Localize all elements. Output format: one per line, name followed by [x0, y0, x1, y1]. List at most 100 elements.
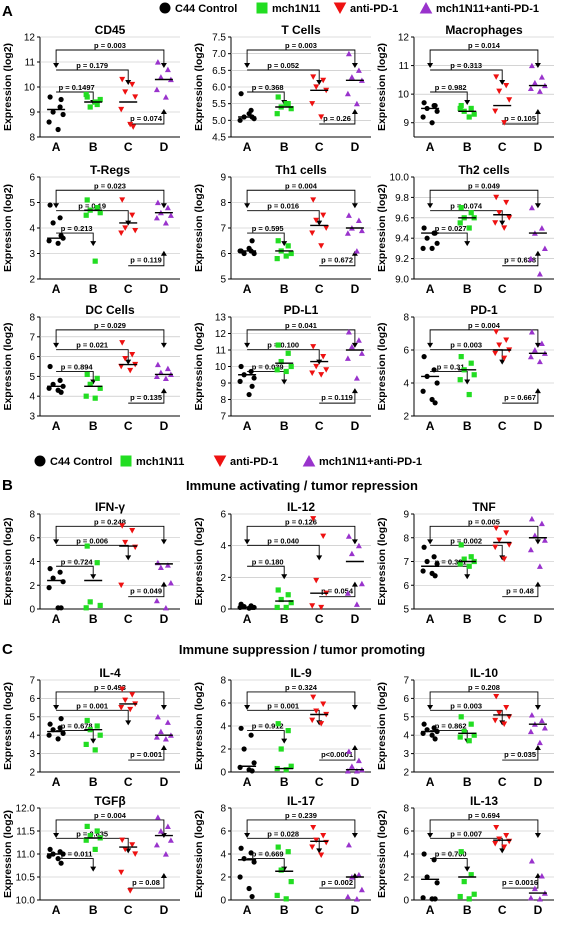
- data-point: [468, 105, 474, 112]
- group-label: C: [498, 419, 507, 433]
- data-point: [97, 96, 103, 103]
- data-point: [503, 530, 510, 536]
- data-point: [345, 533, 352, 539]
- arrow-head: [534, 342, 541, 348]
- legend-entry: anti-PD-1: [213, 455, 278, 468]
- arrow-head: [125, 555, 132, 561]
- y-tick-label: 2: [220, 745, 226, 756]
- y-tick-label: 9.0: [395, 275, 409, 286]
- data-point: [87, 833, 93, 839]
- data-point: [466, 738, 472, 744]
- group-label: B: [463, 419, 472, 433]
- data-point: [420, 895, 426, 901]
- group-label: B: [280, 775, 289, 789]
- data-point: [157, 828, 164, 834]
- data-point: [241, 746, 247, 752]
- data-point: [318, 372, 325, 378]
- data-point: [421, 225, 427, 231]
- bracket-a-b: [56, 565, 94, 577]
- arrow-head: [160, 250, 167, 256]
- bracket-a-d: [55, 49, 165, 64]
- group-label: D: [534, 282, 543, 296]
- data-point: [60, 111, 66, 118]
- p-value-label: p = 0.011: [61, 850, 92, 859]
- arrow-head: [534, 63, 541, 68]
- data-point: [538, 340, 545, 346]
- data-point: [248, 732, 254, 738]
- data-point: [457, 377, 463, 383]
- y-tick-label: 3: [403, 749, 409, 760]
- y-axis-label: Expression (log2): [2, 517, 14, 605]
- p-value-label: p = 0.179: [76, 61, 108, 70]
- arrow-head: [53, 832, 60, 838]
- data-point: [251, 859, 257, 865]
- arrow-head: [53, 342, 60, 348]
- group-label: B: [89, 140, 98, 154]
- bracket-a-d: [246, 525, 356, 541]
- group-label: C: [498, 612, 507, 626]
- p-value-label: p = 0.700: [435, 850, 467, 859]
- bracket-c-d: [128, 584, 165, 598]
- bracket-c-d: [128, 876, 165, 889]
- data-point: [536, 88, 543, 94]
- data-point: [87, 599, 93, 605]
- data-point: [249, 383, 255, 389]
- p-value-label: p = 0.029: [94, 321, 126, 330]
- data-point: [154, 361, 161, 368]
- p-value-label: p = 0.004: [94, 811, 127, 820]
- data-point: [536, 358, 543, 365]
- data-point: [129, 352, 136, 358]
- data-point: [466, 225, 472, 231]
- p-value-label: p = 0.638: [504, 256, 536, 265]
- bracket-c-d: [128, 391, 165, 404]
- group-label: A: [243, 419, 252, 433]
- data-point: [461, 879, 467, 885]
- bracket-a-c: [56, 349, 129, 362]
- data-point: [162, 851, 169, 857]
- data-point: [162, 220, 169, 226]
- data-point: [420, 568, 426, 574]
- arrow-head: [316, 80, 323, 85]
- arrow-head: [53, 203, 60, 209]
- y-axis-label: Expression (log2): [376, 43, 388, 131]
- group-label: C: [124, 419, 133, 433]
- data-point: [457, 105, 463, 112]
- p-value-label: p = 0.003: [285, 41, 317, 50]
- data-point: [153, 86, 160, 93]
- data-point: [251, 760, 257, 766]
- data-point: [531, 532, 538, 538]
- arrow-head: [427, 342, 434, 348]
- group-label: B: [280, 140, 289, 154]
- p-value-label: p = 0.667: [504, 393, 536, 402]
- data-point: [344, 893, 351, 900]
- bracket-a-d: [55, 525, 165, 541]
- data-point: [83, 605, 89, 611]
- arrow-head: [316, 848, 323, 854]
- bracket-a-c: [247, 69, 320, 82]
- group-label: C: [124, 612, 133, 626]
- group-label: A: [243, 612, 252, 626]
- data-point: [323, 367, 330, 373]
- arrow-head: [351, 109, 358, 114]
- legend-marker: [159, 2, 171, 14]
- group-label: A: [52, 140, 61, 154]
- p-value-label: p = 0.039: [252, 362, 284, 371]
- data-point: [122, 89, 129, 95]
- data-point: [348, 74, 355, 80]
- data-point: [503, 705, 510, 711]
- arrow-head: [316, 220, 323, 226]
- p-value-label: p = 0.028: [267, 829, 299, 838]
- data-point: [429, 245, 435, 251]
- y-axis-label: Expression (log2): [193, 810, 205, 898]
- data-point: [251, 250, 257, 257]
- data-point: [55, 126, 61, 133]
- y-tick-label: 9: [220, 379, 226, 390]
- data-point: [84, 717, 90, 724]
- data-point: [132, 851, 139, 857]
- y-tick-label: 6: [403, 346, 409, 357]
- data-point: [471, 372, 477, 378]
- bracket-c-d: [319, 584, 356, 598]
- arrow-head: [53, 704, 60, 710]
- p-value-label: p = 0.26: [323, 114, 351, 123]
